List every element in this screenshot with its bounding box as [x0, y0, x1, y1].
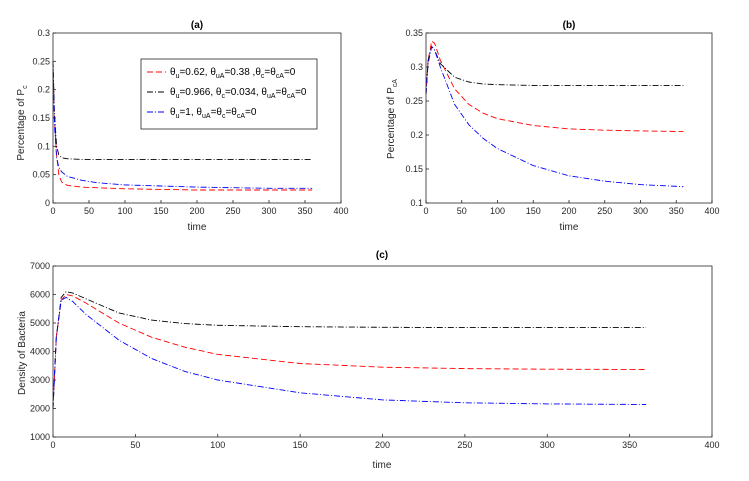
- panel-c-series-1-line: [52, 294, 647, 409]
- panel-a-xtick-label: 350: [297, 206, 312, 216]
- panel-c-xtick-label: 300: [540, 440, 555, 450]
- panel-a-ytick-label: 0.15: [32, 113, 50, 123]
- panel-a-ytick-label: 0.25: [32, 56, 50, 66]
- panel-c: (c) time Density of Bacteria 0 50 100 150 20…: [17, 250, 720, 471]
- legend-label-2: θu=0.966, θc=0.034, θuA=θcA=0: [170, 87, 307, 100]
- panel-b-xlabel: time: [560, 222, 579, 233]
- panel-a-ytick-label: 0.1: [37, 141, 50, 151]
- panel-a-series-2-line: [52, 61, 313, 160]
- panel-c-ytick-label: 5000: [30, 318, 50, 328]
- panel-a-xtick-label: 100: [117, 206, 132, 216]
- panel-c-series-2-line: [52, 291, 647, 409]
- panel-a-title: (a): [191, 20, 203, 31]
- panel-b-ytick-label: 0.35: [405, 28, 423, 38]
- panel-a-ytick-label: 0.2: [37, 85, 50, 95]
- panel-b-xtick-label: 200: [561, 206, 576, 216]
- panel-c-ytick-label: 2000: [30, 404, 50, 414]
- panel-b-axes-box: [425, 32, 713, 204]
- panel-a: (a) time Percentage of Pc 0 50 100 150 200 25…: [16, 20, 349, 233]
- panel-a-ylabel-sub: c: [22, 85, 29, 89]
- panel-a-xtick-label: 150: [153, 206, 168, 216]
- panel-c-ytick-label: 4000: [30, 347, 50, 357]
- panel-a-xlabel: time: [188, 222, 207, 233]
- panel-c-ticks: 0 50 100 150 200 250 300 350 400 1000 2000 3000 4000…: [30, 261, 720, 450]
- panel-a-xtick-label: 50: [84, 206, 94, 216]
- panel-c-ytick-label: 6000: [30, 290, 50, 300]
- panel-b-ytick-label: 0.2: [410, 130, 423, 140]
- legend: θu=0.62, θuA=0.38 ,θc=θcA=0 θu=0.966, θc…: [140, 58, 318, 130]
- panel-c-series-group: [52, 291, 647, 409]
- panel-c-title: (c): [376, 250, 388, 261]
- panel-a-xtick-label: 400: [333, 206, 348, 216]
- panel-b-ytick-label: 0.15: [405, 164, 423, 174]
- panel-b-title: (b): [563, 20, 576, 31]
- legend-label-3: θu=1, θuA=θc=θcA=0: [170, 107, 257, 120]
- panel-c-series-3-line: [52, 296, 647, 409]
- panel-c-xtick-label: 350: [622, 440, 637, 450]
- panel-a-xtick-label: 0: [50, 206, 55, 216]
- legend-label-1: θu=0.62, θuA=0.38 ,θc=θcA=0: [170, 67, 296, 80]
- panel-c-ytick-label: 1000: [30, 432, 50, 442]
- panel-a-ticks: 0 50 100 150 200 250 300 350 400 0 0.05 0.1 0.15 0.2 0…: [32, 28, 348, 216]
- panel-a-xtick-label: 250: [225, 206, 240, 216]
- panel-c-xlabel: time: [373, 460, 392, 471]
- panel-b: (b) time Percentage of PcA 0 50 100 150 200 2…: [386, 20, 720, 233]
- legend-entry-3: θu=1, θuA=θc=θcA=0: [147, 107, 257, 120]
- panel-b-xtick-label: 400: [704, 206, 719, 216]
- panel-b-xtick-label: 50: [457, 206, 467, 216]
- panel-b-ylabel-sub: cA: [392, 79, 399, 88]
- panel-b-xtick-label: 250: [597, 206, 612, 216]
- panel-b-xtick-label: 150: [526, 206, 541, 216]
- panel-b-ticks: 0 50 100 150 200 250 300 350 400 0.1 0.15 0.2 0.25 0.…: [405, 28, 719, 216]
- panel-c-xtick-label: 0: [50, 440, 55, 450]
- panel-c-ytick-label: 3000: [30, 375, 50, 385]
- legend-box: [140, 58, 318, 130]
- panel-c-xtick-label: 100: [210, 440, 225, 450]
- panel-c-ylabel-main: Density of Bacteria: [17, 311, 28, 395]
- panel-b-xtick-label: 300: [633, 206, 648, 216]
- panel-b-xtick-label: 0: [423, 206, 428, 216]
- panel-b-series-group: [425, 40, 684, 188]
- panel-a-ytick-label: 0: [45, 198, 50, 208]
- panel-a-series-group: [52, 61, 313, 191]
- panel-a-series-1-line: [52, 61, 313, 191]
- panel-c-ytick-label: 7000: [30, 261, 50, 271]
- panel-b-series-1-line: [425, 40, 684, 133]
- panel-a-ytick-label: 0.3: [37, 28, 50, 38]
- legend-entry-2: θu=0.966, θc=0.034, θuA=θcA=0: [147, 87, 307, 100]
- panel-c-xtick-label: 400: [704, 440, 719, 450]
- panel-b-series-2-line: [425, 45, 684, 95]
- panel-b-xtick-label: 350: [669, 206, 684, 216]
- panel-a-xtick-label: 300: [261, 206, 276, 216]
- panel-c-axes-box: [52, 265, 713, 438]
- panel-b-series-3-line: [425, 45, 684, 188]
- panel-a-ytick-label: 0.05: [32, 170, 50, 180]
- panel-b-ytick-label: 0.1: [410, 198, 423, 208]
- panel-c-xtick-label: 250: [457, 440, 472, 450]
- panel-b-ytick-label: 0.25: [405, 96, 423, 106]
- panel-a-xtick-label: 200: [189, 206, 204, 216]
- panel-a-ylabel: Percentage of Pc: [16, 85, 29, 161]
- panel-c-xtick-label: 200: [375, 440, 390, 450]
- panel-c-ylabel: Density of Bacteria: [17, 311, 28, 395]
- panel-c-xtick-label: 150: [293, 440, 308, 450]
- panel-a-series-3-line: [52, 61, 313, 189]
- panel-a-ylabel-main: Percentage of P: [16, 89, 27, 161]
- legend-entry-1: θu=0.62, θuA=0.38 ,θc=θcA=0: [147, 67, 296, 80]
- panel-b-ylabel: Percentage of PcA: [386, 79, 399, 159]
- panel-b-ytick-label: 0.3: [410, 62, 423, 72]
- panel-c-xtick-label: 50: [130, 440, 140, 450]
- panel-b-xtick-label: 100: [490, 206, 505, 216]
- panel-b-ylabel-main: Percentage of P: [386, 87, 397, 159]
